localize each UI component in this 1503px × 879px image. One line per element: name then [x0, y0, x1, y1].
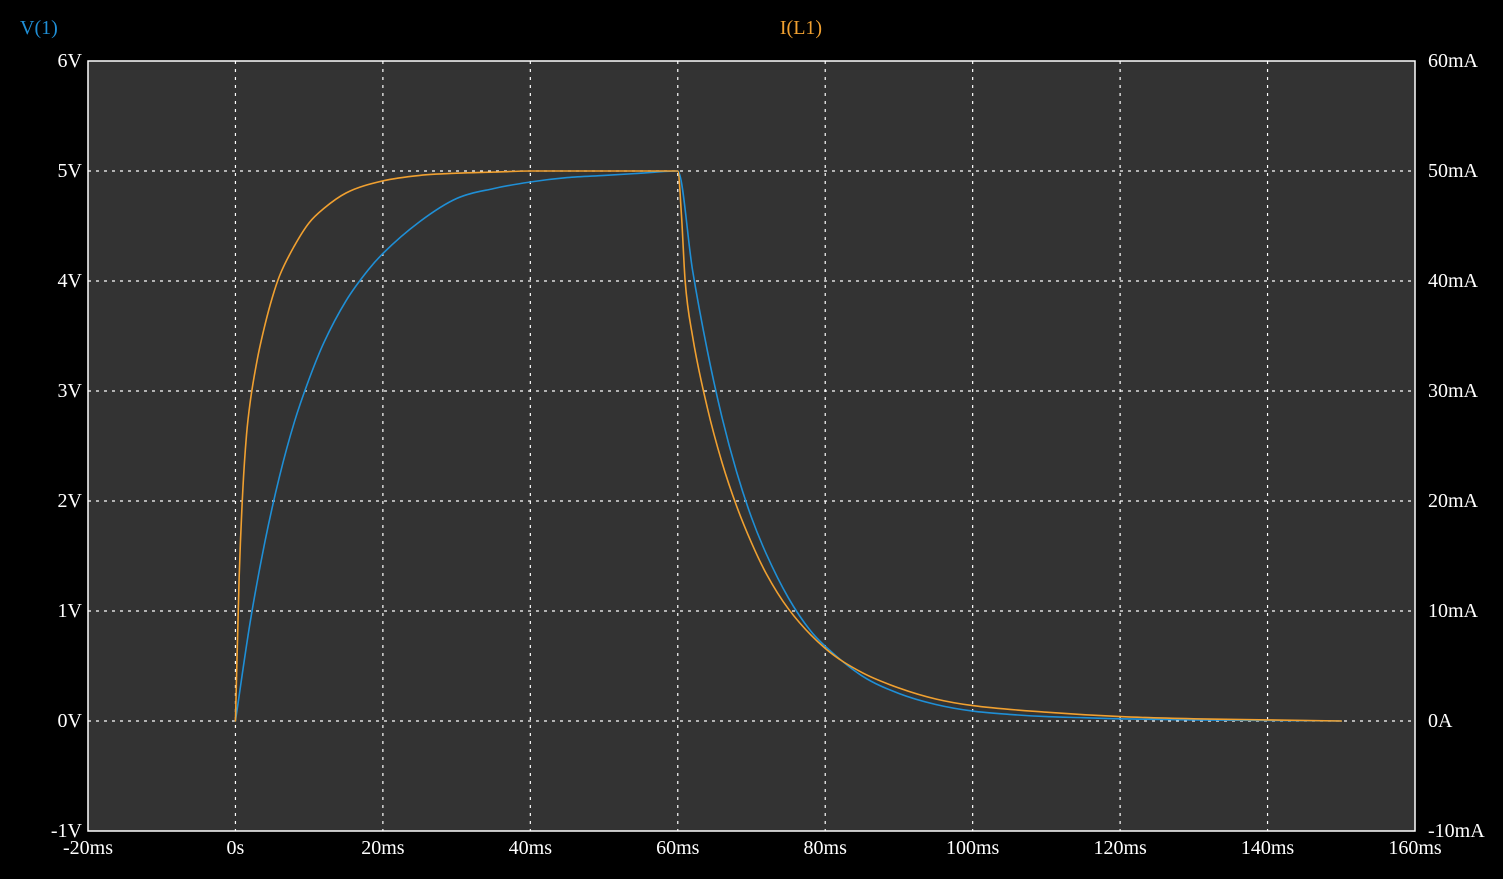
x-tick-label: 0s	[227, 837, 245, 859]
y-left-tick-label: 1V	[58, 600, 83, 622]
y-right-tick-label: 40mA	[1428, 270, 1479, 292]
series-line-v-1	[234, 170, 1343, 722]
series-layer	[234, 170, 1343, 722]
right-axis-title: I(L1)	[780, 17, 822, 39]
x-tick-label: 40ms	[509, 837, 553, 859]
y-right-tick-label: 20mA	[1428, 490, 1479, 512]
x-tick-label: 160ms	[1388, 837, 1442, 859]
y-left-tick-labels: -1V 0V 1V 2V 3V 4V 5V 6V	[51, 50, 83, 842]
y-left-tick-label: 6V	[58, 50, 83, 72]
grid	[88, 61, 1415, 831]
series-line-i-l1	[234, 170, 1343, 722]
x-tick-label: 60ms	[656, 837, 700, 859]
x-tick-label: 80ms	[804, 837, 848, 859]
y-left-tick-label: -1V	[51, 820, 83, 842]
y-left-tick-label: 5V	[58, 160, 83, 182]
x-tick-label: -20ms	[63, 837, 113, 859]
plot-frame	[87, 60, 1416, 832]
y-right-tick-labels: -10mA 0A 10mA 20mA 30mA 40mA 50mA 60mA	[1428, 50, 1485, 842]
y-right-tick-label: 50mA	[1428, 160, 1479, 182]
y-right-tick-label: 10mA	[1428, 600, 1479, 622]
y-right-tick-label: 60mA	[1428, 50, 1479, 72]
y-right-tick-label: 30mA	[1428, 380, 1479, 402]
y-left-tick-label: 2V	[58, 490, 83, 512]
y-left-tick-label: 4V	[58, 270, 83, 292]
x-tick-label: 120ms	[1093, 837, 1147, 859]
x-tick-label: 100ms	[946, 837, 1000, 859]
y-right-tick-label: 0A	[1428, 710, 1453, 732]
x-tick-labels: -20ms 0s 20ms 40ms 60ms 80ms 100ms 120ms 140ms 16…	[63, 837, 1442, 859]
y-left-tick-label: 3V	[58, 380, 83, 402]
left-axis-title: V(1)	[20, 17, 58, 39]
y-left-tick-label: 0V	[58, 710, 83, 732]
x-tick-label: 20ms	[361, 837, 405, 859]
plot-area	[88, 61, 1415, 831]
x-tick-label: 140ms	[1241, 837, 1295, 859]
y-right-tick-label: -10mA	[1428, 820, 1485, 842]
